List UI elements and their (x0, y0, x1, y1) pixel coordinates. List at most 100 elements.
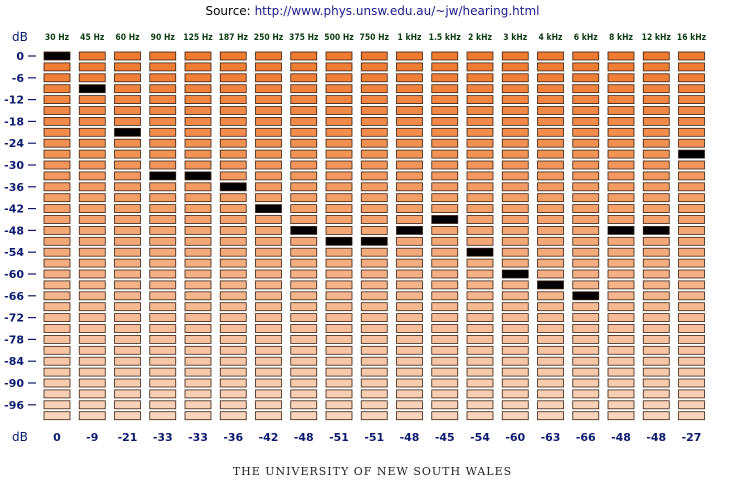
level-segment[interactable] (290, 389, 318, 399)
level-segment[interactable] (466, 127, 494, 137)
level-segment[interactable] (78, 236, 106, 246)
level-segment[interactable] (149, 247, 177, 257)
level-segment[interactable] (466, 138, 494, 148)
level-segment[interactable] (78, 204, 106, 214)
level-segment[interactable] (43, 117, 71, 126)
level-segment[interactable] (114, 95, 141, 104)
level-segment[interactable] (431, 269, 459, 279)
level-segment[interactable] (325, 334, 353, 344)
level-segment[interactable] (325, 367, 353, 377)
level-segment[interactable] (255, 182, 282, 192)
level-segment[interactable] (431, 193, 459, 203)
level-segment[interactable] (642, 280, 670, 290)
level-segment[interactable] (431, 127, 459, 137)
level-segment[interactable] (572, 51, 600, 61)
level-segment[interactable] (290, 236, 318, 246)
level-segment[interactable] (149, 84, 177, 94)
level-segment[interactable] (537, 367, 564, 377)
level-segment[interactable] (572, 117, 600, 126)
level-segment[interactable] (78, 171, 106, 181)
level-segment[interactable] (114, 138, 141, 148)
level-segment[interactable] (678, 182, 705, 192)
level-segment[interactable] (642, 204, 670, 214)
level-segment[interactable] (114, 345, 141, 355)
level-segment[interactable] (114, 193, 141, 203)
level-segment[interactable] (607, 367, 635, 377)
level-segment[interactable] (431, 356, 459, 366)
level-segment[interactable] (325, 225, 353, 235)
level-segment[interactable] (325, 138, 353, 148)
level-segment[interactable] (607, 171, 635, 181)
level-segment[interactable] (78, 73, 106, 83)
level-segment[interactable] (360, 149, 388, 159)
level-segment[interactable] (360, 204, 388, 214)
level-segment[interactable] (114, 62, 141, 72)
level-segment[interactable] (255, 225, 282, 235)
level-segment[interactable] (572, 367, 600, 377)
level-segment[interactable] (466, 204, 494, 214)
level-segment[interactable] (537, 400, 564, 410)
level-segment[interactable] (572, 171, 600, 181)
level-segment[interactable] (78, 356, 106, 366)
level-segment[interactable] (572, 378, 600, 388)
level-segment[interactable] (184, 389, 212, 399)
level-segment[interactable] (255, 193, 282, 203)
level-segment[interactable] (642, 313, 670, 323)
level-segment[interactable] (607, 193, 635, 203)
level-segment[interactable] (572, 225, 600, 235)
level-segment[interactable] (678, 51, 705, 61)
level-segment[interactable] (114, 400, 141, 410)
level-segment[interactable] (78, 345, 106, 355)
level-segment[interactable] (537, 160, 564, 170)
level-segment[interactable] (219, 247, 247, 257)
level-segment[interactable] (149, 51, 177, 61)
level-segment[interactable] (325, 400, 353, 410)
level-segment[interactable] (537, 411, 564, 421)
level-segment[interactable] (537, 84, 564, 94)
level-segment[interactable] (219, 258, 247, 268)
level-segment[interactable] (466, 269, 494, 279)
level-segment[interactable] (607, 389, 635, 399)
level-segment[interactable] (572, 356, 600, 366)
level-segment[interactable] (360, 182, 388, 192)
level-segment[interactable] (219, 171, 247, 181)
level-segment[interactable] (184, 400, 212, 410)
level-segment[interactable] (396, 356, 423, 366)
level-segment[interactable] (184, 367, 212, 377)
level-segment[interactable] (325, 204, 353, 214)
level-segment[interactable] (396, 127, 423, 137)
level-segment[interactable] (607, 106, 635, 115)
level-segment[interactable] (360, 84, 388, 94)
level-segment[interactable] (642, 160, 670, 170)
level-segment[interactable] (219, 138, 247, 148)
level-segment[interactable] (572, 149, 600, 159)
level-segment[interactable] (219, 236, 247, 246)
level-segment[interactable] (290, 149, 318, 159)
level-segment[interactable] (466, 302, 494, 312)
level-segment[interactable] (537, 345, 564, 355)
level-segment[interactable] (325, 345, 353, 355)
level-segment[interactable] (255, 215, 282, 224)
source-url[interactable]: http://www.phys.unsw.edu.au/~jw/hearing.… (254, 4, 540, 18)
level-segment[interactable] (396, 345, 423, 355)
level-segment[interactable] (325, 269, 353, 279)
level-segment[interactable] (255, 345, 282, 355)
level-segment[interactable] (219, 269, 247, 279)
level-segment[interactable] (149, 291, 177, 301)
level-segment[interactable] (607, 117, 635, 126)
level-segment[interactable] (642, 411, 670, 421)
level-segment[interactable] (114, 313, 141, 323)
level-segment[interactable] (255, 400, 282, 410)
level-segment[interactable] (114, 411, 141, 421)
level-segment[interactable] (43, 258, 71, 268)
level-segment[interactable] (537, 138, 564, 148)
level-segment[interactable] (466, 411, 494, 421)
level-segment[interactable] (184, 269, 212, 279)
level-segment[interactable] (466, 182, 494, 192)
level-segment[interactable] (607, 280, 635, 290)
level-segment[interactable] (572, 324, 600, 333)
level-segment[interactable] (607, 400, 635, 410)
level-segment[interactable] (501, 138, 529, 148)
level-segment[interactable] (114, 106, 141, 115)
level-segment[interactable] (219, 411, 247, 421)
